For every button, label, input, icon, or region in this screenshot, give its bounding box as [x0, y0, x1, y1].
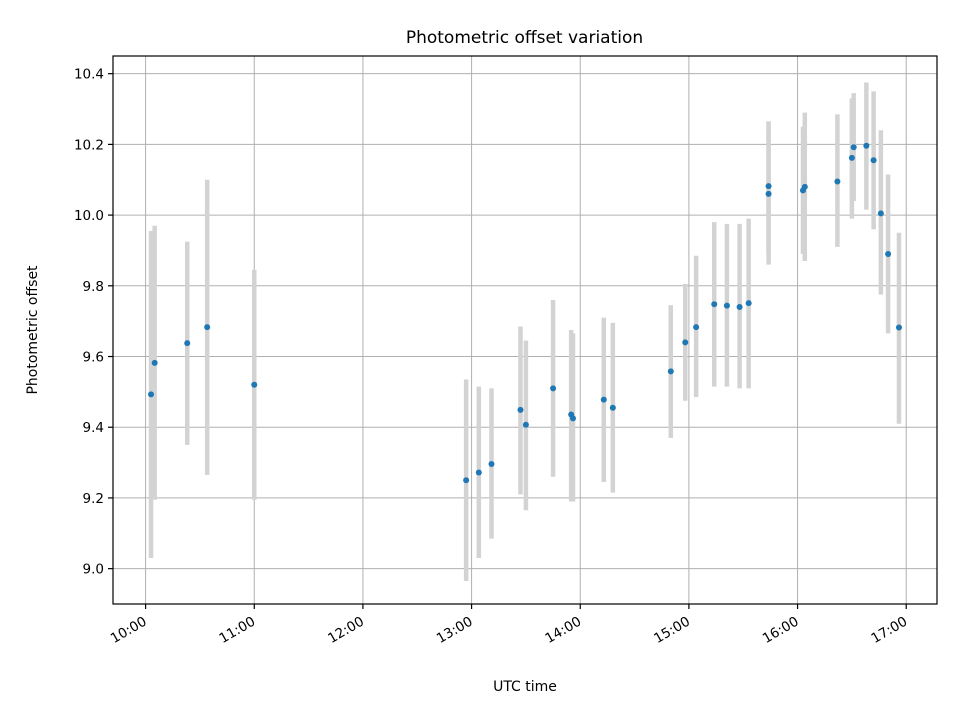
y-tick-label: 9.6	[83, 350, 104, 366]
data-point	[569, 415, 576, 422]
data-point	[600, 396, 607, 403]
x-tick-label: 11:00	[217, 614, 259, 647]
data-point	[765, 183, 772, 190]
y-tick: 9.0	[83, 562, 113, 578]
x-tick-label: 17:00	[869, 614, 911, 647]
data-point	[745, 300, 752, 307]
data-points	[148, 142, 902, 484]
data-point	[723, 302, 730, 309]
data-point	[517, 406, 524, 413]
chart-title: Photometric offset variation	[406, 28, 643, 48]
data-point	[885, 250, 892, 257]
x-axis: 10:00 11:00 12:00 13:00 14:00 15:00 16:00 17:00	[108, 604, 910, 647]
x-tick: 13:00	[434, 604, 476, 647]
data-point	[184, 340, 191, 347]
x-tick: 11:00	[217, 604, 259, 647]
data-point	[863, 142, 870, 149]
y-tick-label: 10.2	[74, 137, 104, 153]
data-point	[475, 469, 482, 476]
y-tick-label: 10.4	[74, 67, 104, 83]
x-tick: 16:00	[760, 604, 802, 647]
y-tick-label: 9.4	[83, 420, 104, 436]
x-tick: 12:00	[325, 604, 367, 647]
data-point	[693, 324, 700, 331]
x-tick-label: 12:00	[325, 614, 367, 647]
data-point	[736, 304, 743, 311]
data-point	[834, 178, 841, 185]
data-point	[848, 154, 855, 161]
x-tick-label: 14:00	[543, 614, 585, 647]
data-point	[765, 190, 772, 197]
y-tick-label: 10.0	[74, 208, 104, 224]
x-tick: 15:00	[651, 604, 693, 647]
x-tick-label: 15:00	[651, 614, 693, 647]
data-point	[609, 404, 616, 411]
data-point	[463, 477, 470, 484]
data-point	[850, 144, 857, 151]
y-tick: 9.4	[83, 420, 113, 436]
x-tick-label: 16:00	[760, 614, 802, 647]
data-point	[895, 324, 902, 331]
data-point	[667, 368, 674, 375]
data-point	[801, 183, 808, 190]
x-tick: 10:00	[108, 604, 150, 647]
x-tick-label: 13:00	[434, 614, 476, 647]
plot-frame	[112, 55, 938, 605]
x-tick: 14:00	[543, 604, 585, 647]
data-point	[550, 385, 557, 392]
data-point	[204, 324, 211, 331]
grid	[113, 56, 937, 604]
y-tick-label: 9.0	[83, 562, 104, 578]
x-tick: 17:00	[869, 604, 911, 647]
data-point	[251, 381, 258, 388]
data-point	[488, 460, 495, 467]
y-tick-label: 9.2	[83, 491, 104, 507]
y-axis-label: Photometric offset	[25, 265, 41, 395]
data-point	[870, 157, 877, 164]
y-tick: 10.2	[74, 137, 113, 153]
data-point	[877, 210, 884, 217]
y-tick: 9.6	[83, 350, 113, 366]
data-point	[148, 391, 155, 398]
data-point	[711, 301, 718, 308]
y-axis: 9.0 9.2 9.4 9.6 9.8 10.0 10.2 10.4	[74, 67, 113, 578]
errorbars	[148, 82, 902, 582]
y-tick-label: 9.8	[83, 279, 104, 295]
data-point	[522, 421, 529, 428]
y-tick: 9.8	[83, 279, 113, 295]
x-tick-label: 10:00	[108, 614, 150, 647]
data-point	[682, 339, 689, 346]
y-tick: 10.4	[74, 67, 113, 83]
x-axis-label: UTC time	[493, 679, 557, 695]
data-point	[151, 359, 158, 366]
y-tick: 9.2	[83, 491, 113, 507]
y-tick: 10.0	[74, 208, 113, 224]
